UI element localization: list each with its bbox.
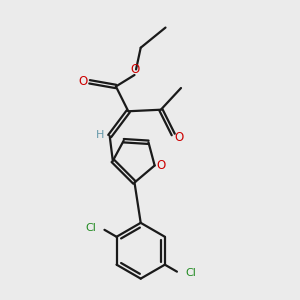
Text: Cl: Cl [85,223,96,233]
Text: Cl: Cl [186,268,196,278]
Text: O: O [131,63,140,76]
Text: H: H [96,130,104,140]
Text: O: O [78,75,87,88]
Text: O: O [174,131,183,144]
Text: O: O [157,159,166,172]
